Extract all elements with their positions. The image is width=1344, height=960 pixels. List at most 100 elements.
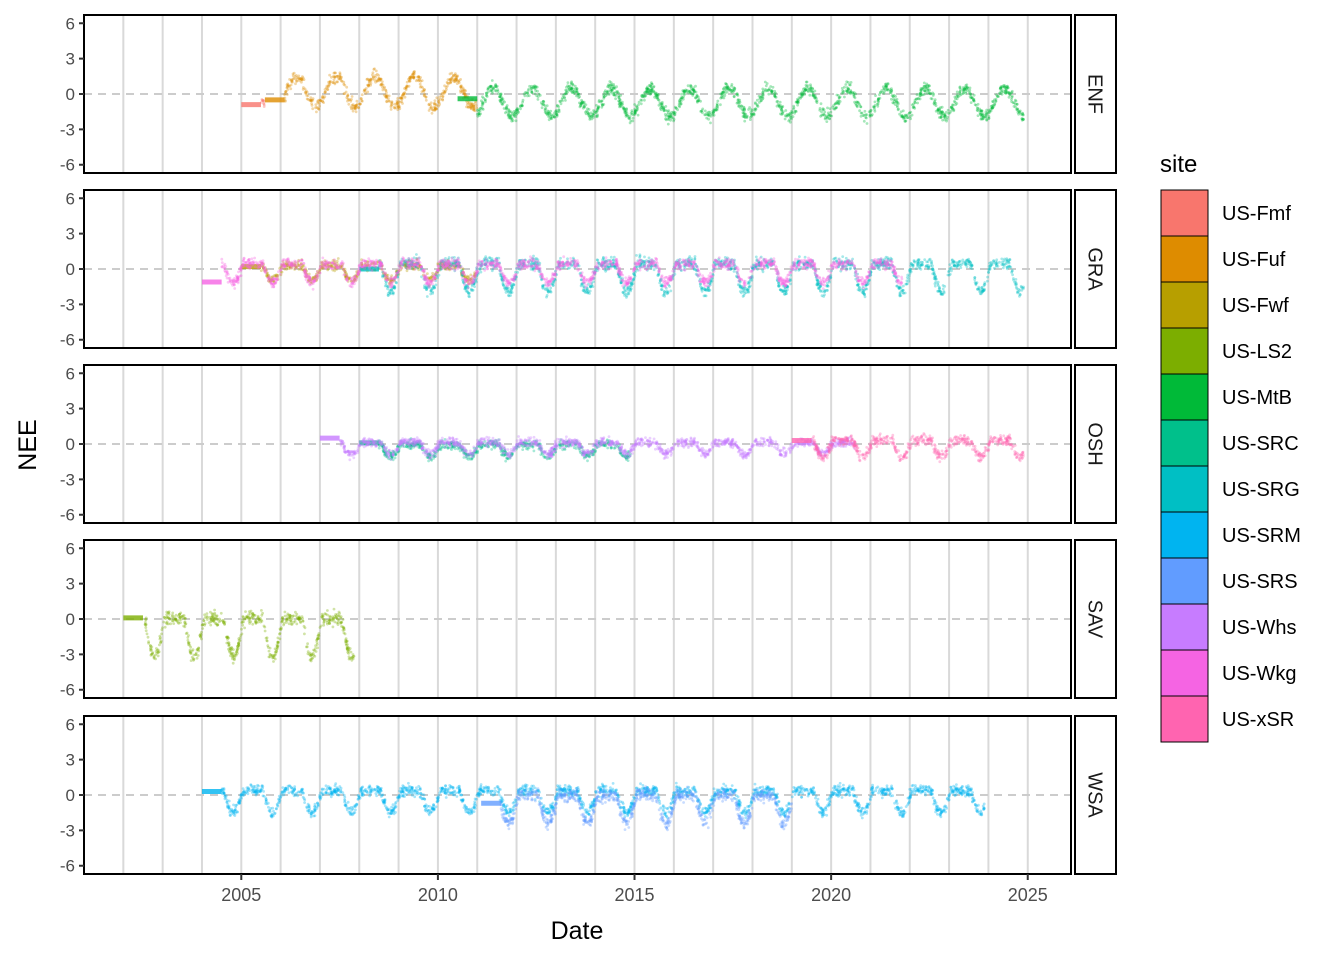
data-point (1020, 288, 1024, 292)
data-point (458, 263, 461, 267)
data-point (758, 97, 762, 101)
data-point (480, 104, 484, 108)
data-point (1014, 283, 1018, 287)
data-point (617, 96, 621, 100)
data-point (702, 286, 706, 290)
data-point (738, 98, 742, 102)
data-point (743, 113, 747, 116)
data-point (712, 108, 716, 112)
data-point (308, 99, 312, 102)
data-point (555, 113, 559, 116)
data-point (569, 262, 572, 266)
data-point (469, 106, 473, 110)
data-point (417, 75, 421, 79)
data-point (499, 98, 503, 102)
data-point (606, 85, 609, 88)
data-point (664, 114, 668, 118)
data-point (841, 91, 845, 95)
data-point (552, 273, 556, 277)
data-point (991, 106, 994, 110)
data-point (443, 263, 447, 267)
data-point (657, 269, 661, 273)
data-point (793, 262, 796, 265)
data-point (678, 100, 681, 103)
data-point (809, 83, 812, 87)
data-point (297, 264, 301, 267)
data-point (334, 71, 337, 75)
data-point (350, 279, 353, 283)
data-point (382, 272, 385, 276)
data-point (329, 265, 333, 268)
data-point (301, 265, 305, 269)
data-point (929, 264, 933, 268)
data-point (261, 266, 265, 270)
data-point (351, 107, 355, 110)
data-point (608, 262, 611, 266)
data-point (407, 264, 410, 267)
data-point (360, 99, 364, 103)
data-point (398, 105, 402, 108)
data-point (333, 266, 337, 269)
data-point (755, 103, 759, 107)
data-point (541, 100, 545, 103)
data-point (864, 283, 868, 287)
data-point (737, 102, 741, 106)
data-point (438, 267, 442, 270)
data-point (493, 89, 497, 92)
data-point (454, 262, 458, 266)
data-point (939, 106, 942, 109)
data-point (502, 286, 506, 290)
data-point (753, 109, 757, 112)
data-point (758, 101, 761, 104)
data-point (655, 93, 659, 97)
data-point (694, 96, 698, 100)
data-point (419, 264, 423, 268)
data-point (440, 92, 444, 95)
data-point (720, 92, 724, 96)
data-point (333, 75, 336, 79)
data-point (332, 78, 336, 82)
data-point (877, 97, 880, 101)
data-point (280, 266, 283, 270)
data-point (360, 263, 364, 267)
data-point (662, 109, 666, 112)
data-point (492, 86, 496, 89)
data-point (462, 274, 466, 278)
data-point (583, 285, 586, 289)
data-point (660, 102, 664, 105)
data-point (732, 95, 736, 99)
data-point (331, 81, 335, 84)
data-point (484, 263, 488, 267)
data-point (413, 262, 417, 266)
data-point (828, 114, 832, 117)
data-point (595, 109, 599, 112)
data-point (437, 273, 441, 277)
data-point (431, 278, 434, 282)
data-point (895, 276, 898, 280)
data-point (873, 100, 877, 104)
data-point (533, 92, 537, 96)
data-point (412, 70, 416, 74)
data-point (595, 258, 599, 262)
data-point (367, 83, 371, 87)
data-point (986, 275, 989, 279)
data-point (679, 102, 683, 106)
data-point (774, 91, 777, 95)
data-point (790, 111, 794, 115)
data-point (641, 93, 644, 97)
data-point (884, 88, 888, 91)
data-point (999, 86, 1003, 90)
data-point (783, 292, 787, 296)
data-point (712, 113, 716, 117)
data-point (931, 94, 935, 97)
data-point (798, 259, 801, 263)
data-point (339, 77, 342, 81)
data-point (591, 113, 595, 116)
data-point (387, 281, 391, 285)
data-point (930, 97, 934, 101)
data-point (369, 77, 373, 81)
data-point (322, 266, 326, 270)
data-point (618, 97, 622, 101)
data-point (536, 260, 540, 264)
data-point (958, 91, 962, 95)
